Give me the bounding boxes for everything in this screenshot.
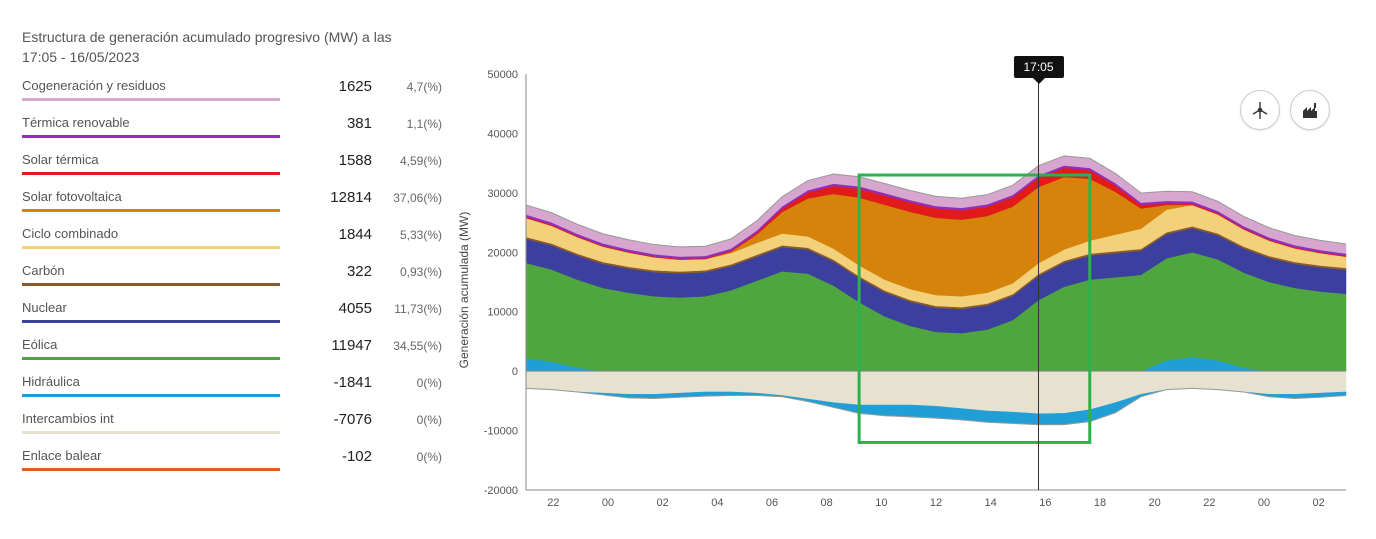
x-tick-label: 22 — [547, 497, 559, 509]
legend-percent: 0,93(%) — [382, 265, 442, 279]
legend-value: 322 — [292, 263, 372, 280]
legend-value: 11947 — [292, 337, 372, 354]
legend-color-bar — [22, 468, 280, 471]
x-tick-label: 06 — [766, 497, 778, 509]
legend-label: Intercambios int — [22, 411, 114, 426]
x-tick-label: 22 — [1203, 497, 1215, 509]
x-tick-label: 10 — [875, 497, 887, 509]
legend-color-bar — [22, 209, 280, 212]
legend-value: -102 — [292, 448, 372, 465]
legend-percent: 4,7(%) — [382, 80, 442, 94]
legend-label: Solar térmica — [22, 152, 99, 167]
legend-percent: 5,33(%) — [382, 228, 442, 242]
legend-row[interactable]: Intercambios int -7076 0(%) — [22, 411, 442, 448]
legend-value: -7076 — [292, 411, 372, 428]
legend-label: Nuclear — [22, 300, 67, 315]
legend-label: Enlace balear — [22, 448, 102, 463]
x-tick-label: 00 — [1258, 497, 1270, 509]
legend-label: Carbón — [22, 263, 65, 278]
chart-area: -20000 -10000 0 10000 20000 30000 40000 50000 22… — [460, 60, 1360, 520]
generation-structure-panel: { "title_line1": "Estructura de generaci… — [0, 0, 1376, 539]
legend-percent: 0(%) — [382, 450, 442, 464]
legend-label: Eólica — [22, 337, 57, 352]
legend-percent: 34,55(%) — [382, 339, 442, 353]
y-tick-label: 50000 — [487, 69, 518, 81]
legend-color-bar — [22, 357, 280, 360]
legend-row[interactable]: Cogeneración y residuos 1625 4,7(%) — [22, 78, 442, 115]
legend-percent: 4,59(%) — [382, 154, 442, 168]
x-tick-label: 12 — [930, 497, 942, 509]
legend-label: Térmica renovable — [22, 115, 130, 130]
x-tick-label: 14 — [985, 497, 997, 509]
legend-label: Ciclo combinado — [22, 226, 118, 241]
legend-color-bar — [22, 320, 280, 323]
legend-value: 1844 — [292, 226, 372, 243]
title-line1: Estructura de generación acumulado progr… — [22, 29, 392, 45]
legend-percent: 1,1(%) — [382, 117, 442, 131]
legend-row[interactable]: Ciclo combinado 1844 5,33(%) — [22, 226, 442, 263]
legend-color-bar — [22, 394, 280, 397]
legend-color-bar — [22, 431, 280, 434]
y-tick-label: -10000 — [484, 426, 518, 438]
factory-icon[interactable] — [1290, 90, 1330, 130]
legend-value: 12814 — [292, 189, 372, 206]
legend-color-bar — [22, 246, 280, 249]
legend-value: -1841 — [292, 374, 372, 391]
legend-row[interactable]: Enlace balear -102 0(%) — [22, 448, 442, 485]
legend-row[interactable]: Eólica 11947 34,55(%) — [22, 337, 442, 374]
legend-color-bar — [22, 172, 280, 175]
x-tick-label: 00 — [602, 497, 614, 509]
x-tick-label: 02 — [657, 497, 669, 509]
stacked-area-chart: -20000 -10000 0 10000 20000 30000 40000 50000 22… — [460, 60, 1360, 520]
legend-label: Solar fotovoltaica — [22, 189, 122, 204]
legend-percent: 11,73(%) — [382, 302, 442, 316]
legend-color-bar — [22, 283, 280, 286]
y-tick-label: 20000 — [487, 247, 518, 259]
legend-row[interactable]: Térmica renovable 381 1,1(%) — [22, 115, 442, 152]
legend-color-bar — [22, 98, 280, 101]
legend-percent: 0(%) — [382, 376, 442, 390]
legend: Cogeneración y residuos 1625 4,7(%) Térmica… — [22, 78, 442, 485]
legend-label: Cogeneración y residuos — [22, 78, 166, 93]
x-tick-label: 08 — [821, 497, 833, 509]
legend-label: Hidráulica — [22, 374, 80, 389]
y-tick-label: 30000 — [487, 188, 518, 200]
panel-title: Estructura de generación acumulado progr… — [22, 28, 392, 67]
legend-value: 4055 — [292, 300, 372, 317]
legend-row[interactable]: Hidráulica -1841 0(%) — [22, 374, 442, 411]
legend-row[interactable]: Solar fotovoltaica 12814 37,06(%) — [22, 189, 442, 226]
x-tick-label: 16 — [1039, 497, 1051, 509]
title-line2: 17:05 - 16/05/2023 — [22, 49, 140, 65]
wind-turbine-icon[interactable] — [1240, 90, 1280, 130]
legend-row[interactable]: Carbón 322 0,93(%) — [22, 263, 442, 300]
x-tick-label: 02 — [1313, 497, 1325, 509]
y-tick-label: -20000 — [484, 485, 518, 497]
x-tick-label: 18 — [1094, 497, 1106, 509]
y-axis-label: Generación acumulada (MW) — [457, 212, 471, 369]
legend-row[interactable]: Solar térmica 1588 4,59(%) — [22, 152, 442, 189]
chart-mode-icons — [1240, 90, 1330, 130]
legend-value: 1588 — [292, 152, 372, 169]
x-tick-label: 04 — [711, 497, 723, 509]
time-cursor-badge: 17:05 — [1013, 56, 1063, 78]
legend-row[interactable]: Nuclear 4055 11,73(%) — [22, 300, 442, 337]
legend-percent: 37,06(%) — [382, 191, 442, 205]
legend-color-bar — [22, 135, 280, 138]
legend-value: 381 — [292, 115, 372, 132]
legend-percent: 0(%) — [382, 413, 442, 427]
y-tick-label: 0 — [512, 366, 518, 378]
y-tick-label: 10000 — [487, 307, 518, 319]
legend-value: 1625 — [292, 78, 372, 95]
y-tick-label: 40000 — [487, 128, 518, 140]
x-tick-label: 20 — [1149, 497, 1161, 509]
